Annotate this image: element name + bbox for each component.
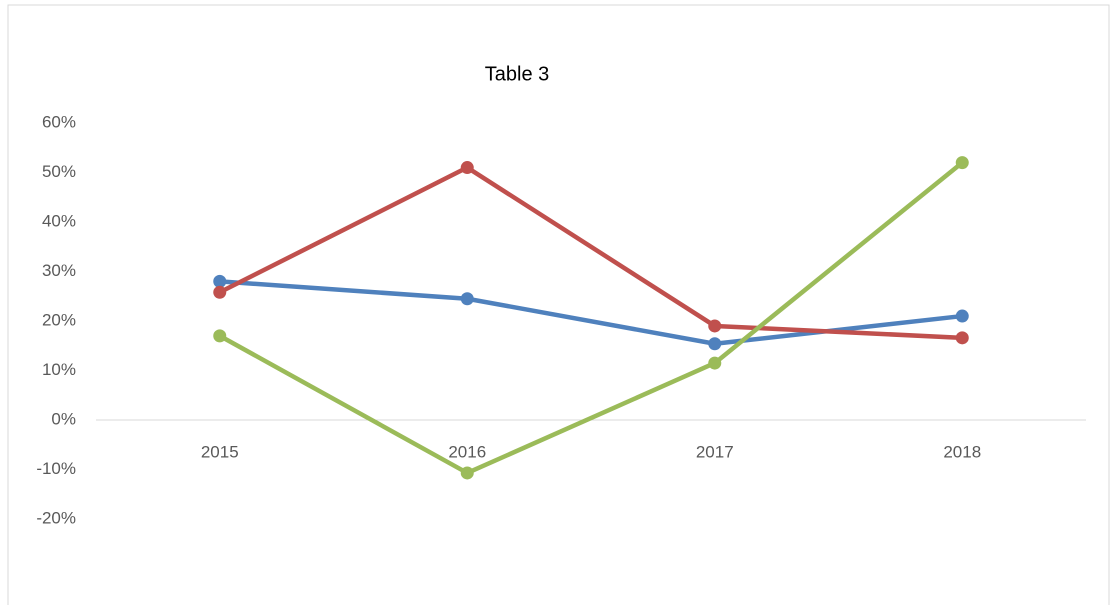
y-tick-label: 30% <box>42 261 76 280</box>
chart-title: Table 3 <box>485 63 550 85</box>
y-tick-label: 20% <box>42 310 76 329</box>
point-marker <box>955 156 969 170</box>
y-tick-label: -10% <box>36 459 76 478</box>
y-tick-label: 40% <box>42 211 76 230</box>
point-marker <box>708 319 722 333</box>
point-marker <box>955 309 969 323</box>
point-marker <box>708 356 722 370</box>
chart-border <box>7 4 1110 605</box>
point-marker <box>460 292 474 306</box>
x-tick-label: 2016 <box>448 442 486 461</box>
point-marker <box>708 337 722 351</box>
y-tick-label: 50% <box>42 162 76 181</box>
y-tick-label: 60% <box>42 112 76 131</box>
series-line <box>218 165 963 341</box>
point-marker <box>460 161 474 175</box>
series-line <box>218 160 964 476</box>
y-tick-label: 10% <box>42 360 76 379</box>
point-marker <box>955 331 969 345</box>
x-tick-label: 2017 <box>696 442 734 461</box>
point-marker <box>213 274 227 288</box>
y-tick-label: -20% <box>36 508 76 527</box>
point-marker <box>213 329 227 343</box>
point-marker <box>213 285 227 299</box>
x-tick-label: 2018 <box>943 442 981 461</box>
x-tick-label: 2015 <box>201 442 239 461</box>
y-tick-label: 0% <box>51 409 76 428</box>
point-marker <box>460 466 474 480</box>
